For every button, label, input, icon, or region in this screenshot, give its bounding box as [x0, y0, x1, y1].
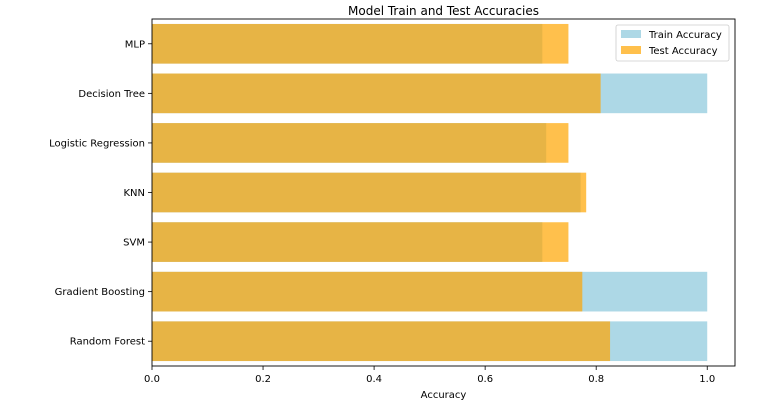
legend-swatch-train — [621, 30, 641, 38]
x-axis-label: Accuracy — [421, 390, 467, 401]
y-tick-label-1: Decision Tree — [78, 89, 145, 100]
y-axis: MLP Decision Tree Logistic Regression KNN SV… — [49, 39, 152, 348]
y-tick-label-6: Random Forest — [70, 337, 145, 348]
y-tick-label-0: MLP — [125, 39, 145, 50]
y-tick-label-3: KNN — [123, 188, 145, 199]
y-tick-label-4: SVM — [123, 238, 145, 249]
legend-label-train: Train Accuracy — [648, 30, 722, 41]
legend-swatch-test — [621, 46, 641, 54]
chart-title: Model Train and Test Accuracies — [348, 4, 539, 18]
x-tick-label-2: 0.4 — [366, 374, 382, 385]
x-axis: 0.0 0.2 0.4 0.6 0.8 1.0 — [144, 366, 715, 385]
bar-test-4 — [152, 222, 569, 262]
bar-test-6 — [152, 321, 611, 362]
legend-box — [615, 24, 730, 62]
bars-layer — [152, 23, 708, 362]
x-tick-label-1: 0.2 — [255, 374, 271, 385]
bar-test-5 — [152, 271, 583, 312]
x-tick-label-5: 1.0 — [699, 374, 715, 385]
bar-test-3 — [152, 172, 587, 213]
y-tick-label-5: Gradient Boosting — [55, 287, 145, 298]
legend-label-test: Test Accuracy — [648, 46, 718, 57]
x-tick-label-4: 0.8 — [588, 374, 604, 385]
x-tick-label-3: 0.6 — [477, 374, 493, 385]
x-tick-label-0: 0.0 — [144, 374, 160, 385]
bar-test-1 — [152, 73, 601, 114]
legend: Train Accuracy Test Accuracy — [615, 24, 730, 62]
y-tick-label-2: Logistic Regression — [49, 138, 145, 149]
bar-test-2 — [152, 123, 569, 163]
bar-test-0 — [152, 23, 569, 64]
